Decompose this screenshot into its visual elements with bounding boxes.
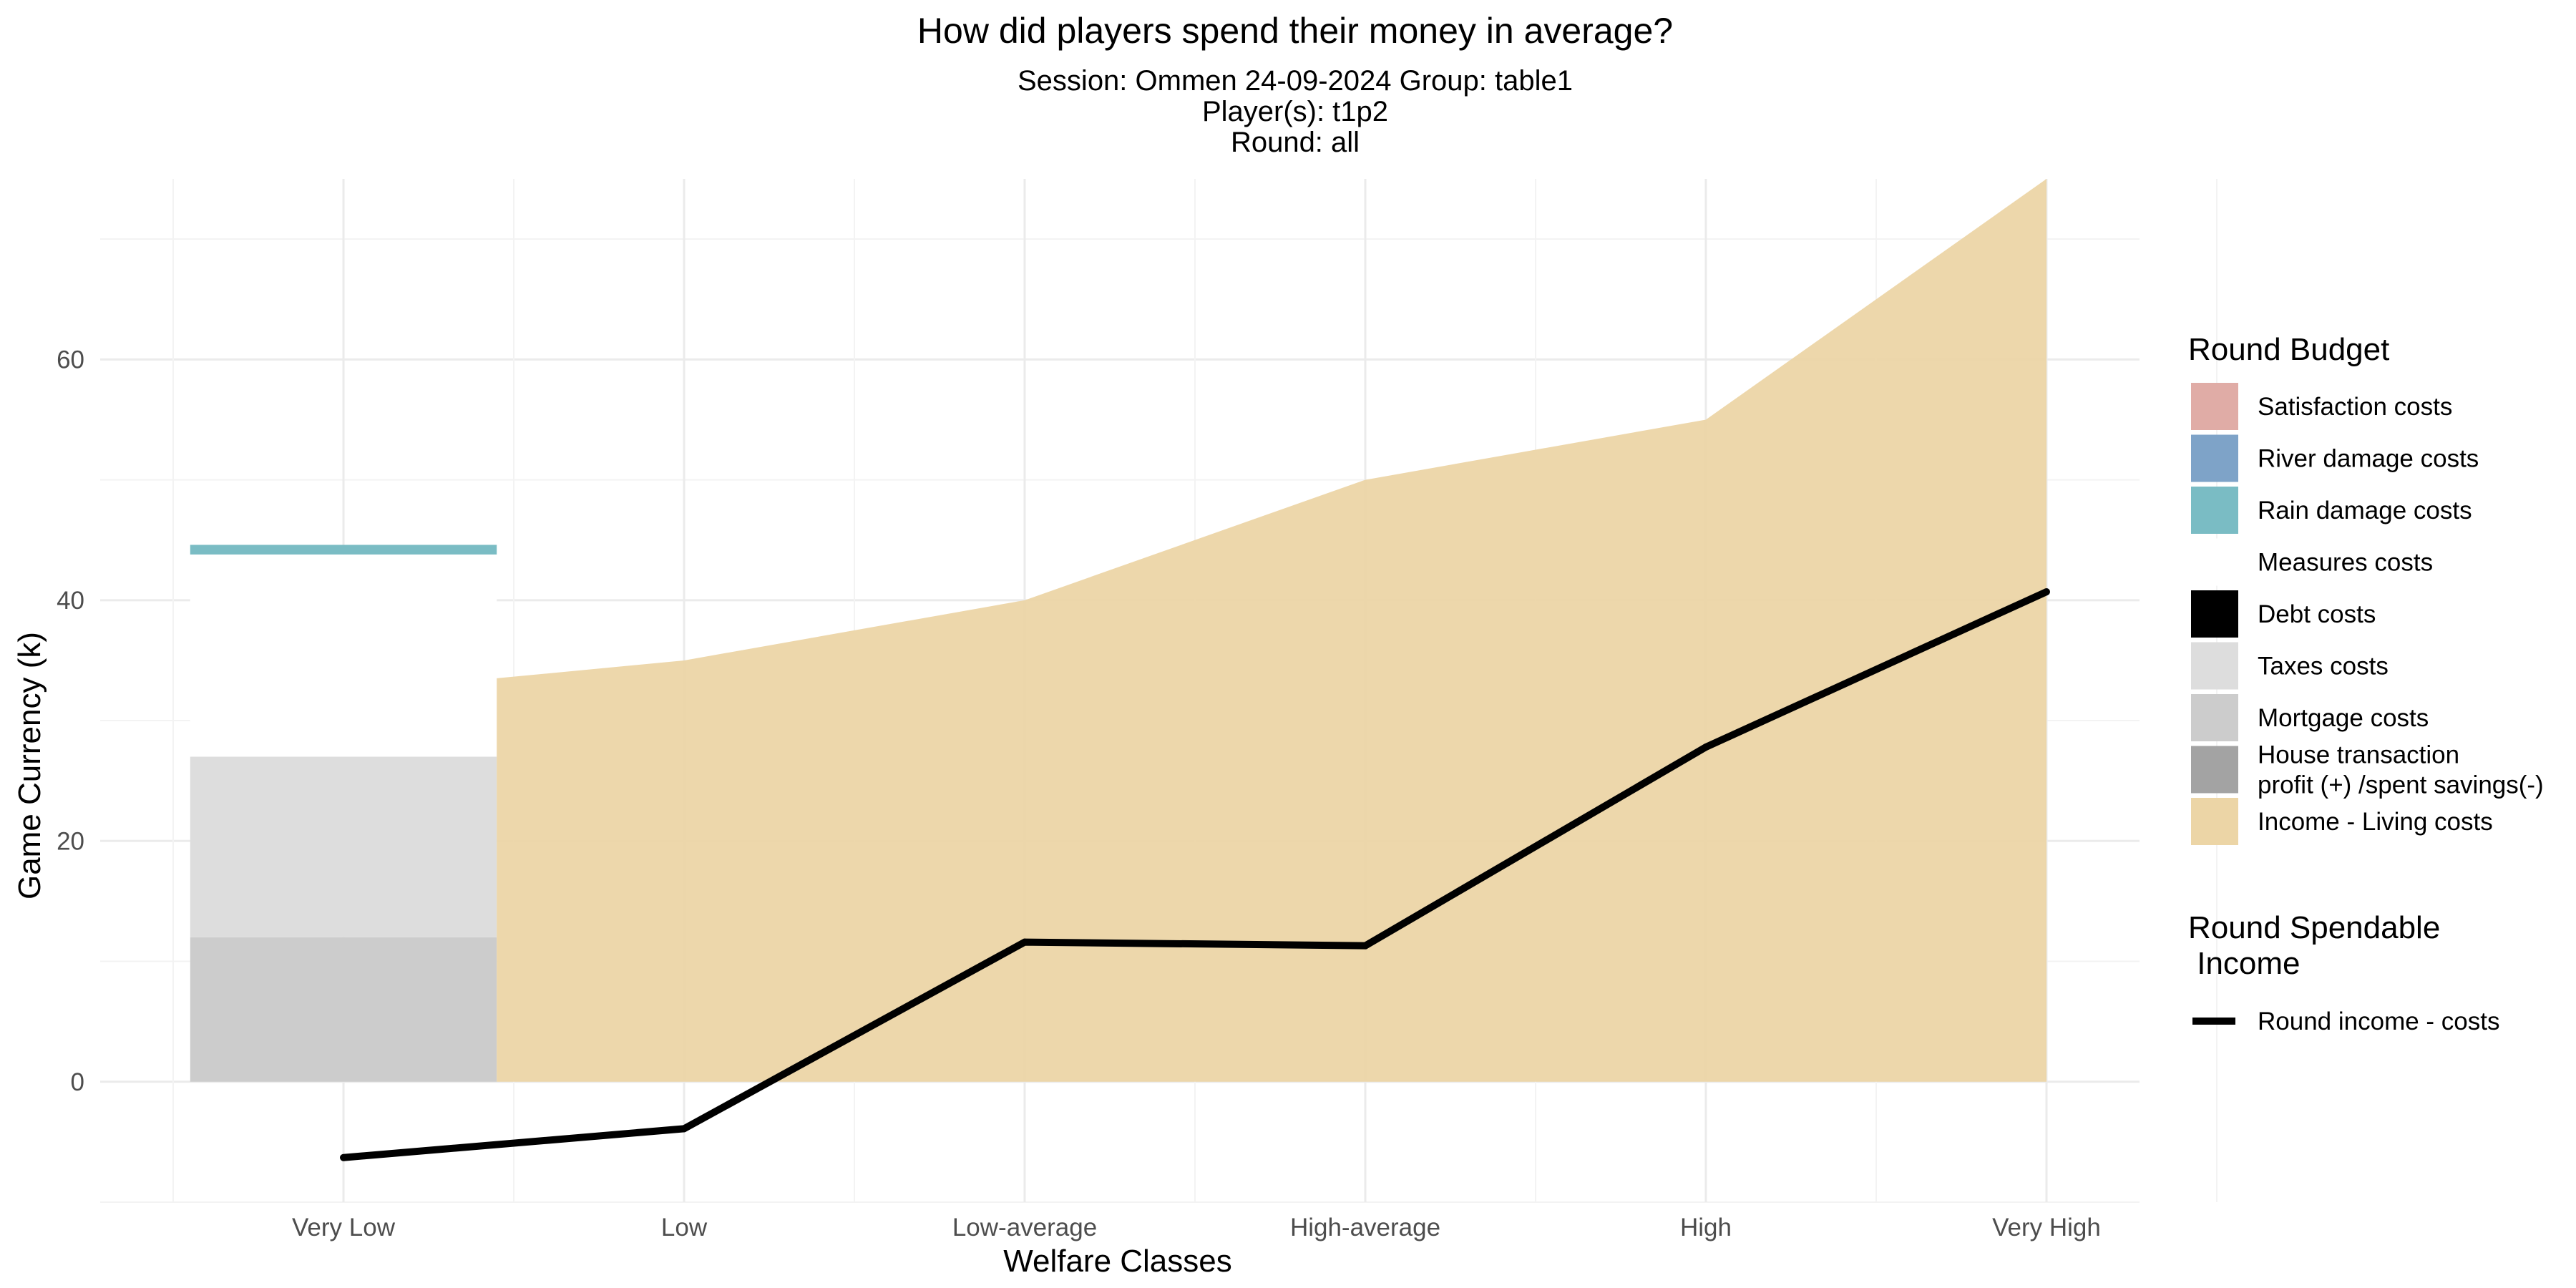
bar-segment-taxes-costs [190,756,497,937]
bar-segment-measures-costs [190,554,497,757]
bar-segment-mortgage-costs [190,937,497,1082]
bar-segment-rain-damage-costs [190,545,497,555]
legend-label-rain-damage-costs: Rain damage costs [2258,497,2472,525]
legend: Round Budget Satisfaction costs River dama… [2188,332,2544,1035]
y-tick-20: 20 [57,827,84,855]
legend-key-house-transaction-profit-spent-savings [2191,746,2238,794]
legend-label-mortgage-costs: Mortgage costs [2258,704,2429,732]
chart-subtitle-round: Round: all [1231,127,1360,158]
area-fill-income-living-costs [497,179,2047,1082]
legend-label-river-damage-costs: River damage costs [2258,445,2479,473]
legend-title-round-spendable-income: Round Spendable Income [2188,910,2440,981]
legend-key-income-living-costs [2191,798,2238,845]
legend-label-measures-costs: Measures costs [2258,549,2433,577]
legend-label-debt-costs: Debt costs [2258,600,2376,628]
x-tick-low: Low [661,1214,708,1241]
x-axis-ticks: Very Low Low Low-average High-average High Ve… [292,1214,2101,1241]
legend-key-river-damage-costs [2191,434,2238,482]
y-tick-40: 40 [57,587,84,615]
legend-key-satisfaction-costs [2191,383,2238,430]
y-axis-label: Game Currency (k) [12,632,47,899]
legend-key-taxes-costs [2191,642,2238,690]
line-round-income-costs [340,588,2050,1161]
y-tick-0: 0 [71,1068,84,1096]
legend-key-measures-costs [2191,538,2238,586]
x-tick-high: High [1680,1214,1732,1241]
x-tick-very-low: Very Low [292,1214,396,1241]
line-point-low [680,1125,688,1133]
legend-key-debt-costs [2191,590,2238,638]
x-tick-very-high: Very High [1992,1214,2101,1241]
chart-title: How did players spend their money in ave… [917,11,1673,51]
chart-subtitle-players: Player(s): t1p2 [1202,96,1388,127]
line-path-round-income-costs [343,588,2049,1161]
legend-label-satisfaction-costs: Satisfaction costs [2258,393,2452,421]
legend-label-house-transaction-profit-spent-savings: House transaction profit (+) /spent savin… [2258,741,2544,799]
y-tick-60: 60 [57,346,84,374]
line-point-very-low [340,1153,347,1161]
line-point-high-average [1362,942,1369,950]
legend-label-taxes-costs: Taxes costs [2258,653,2389,680]
stacked-bar-very-low [190,545,497,1082]
chart-title-block: How did players spend their money in ave… [917,11,1673,158]
x-axis-label: Welfare Classes [1003,1244,1232,1279]
legend-key-mortgage-costs [2191,694,2238,741]
x-tick-low-average: Low-average [952,1214,1097,1241]
x-tick-high-average: High-average [1290,1214,1440,1241]
legend-label-round-income-costs: Round income - costs [2258,1008,2499,1035]
area-income-living-costs [497,179,2047,1082]
legend-label-income-living-costs: Income - Living costs [2258,808,2493,836]
legend-key-rain-damage-costs [2191,487,2238,534]
line-point-high [1702,743,1709,751]
chart-subtitle-session: Session: Ommen 24-09-2024 Group: table1 [1018,65,1573,97]
line-point-very-high [2043,588,2050,596]
line-point-low-average [1021,938,1028,946]
y-axis-ticks: 0 20 40 60 [57,346,84,1096]
legend-title-round-budget: Round Budget [2188,332,2389,367]
